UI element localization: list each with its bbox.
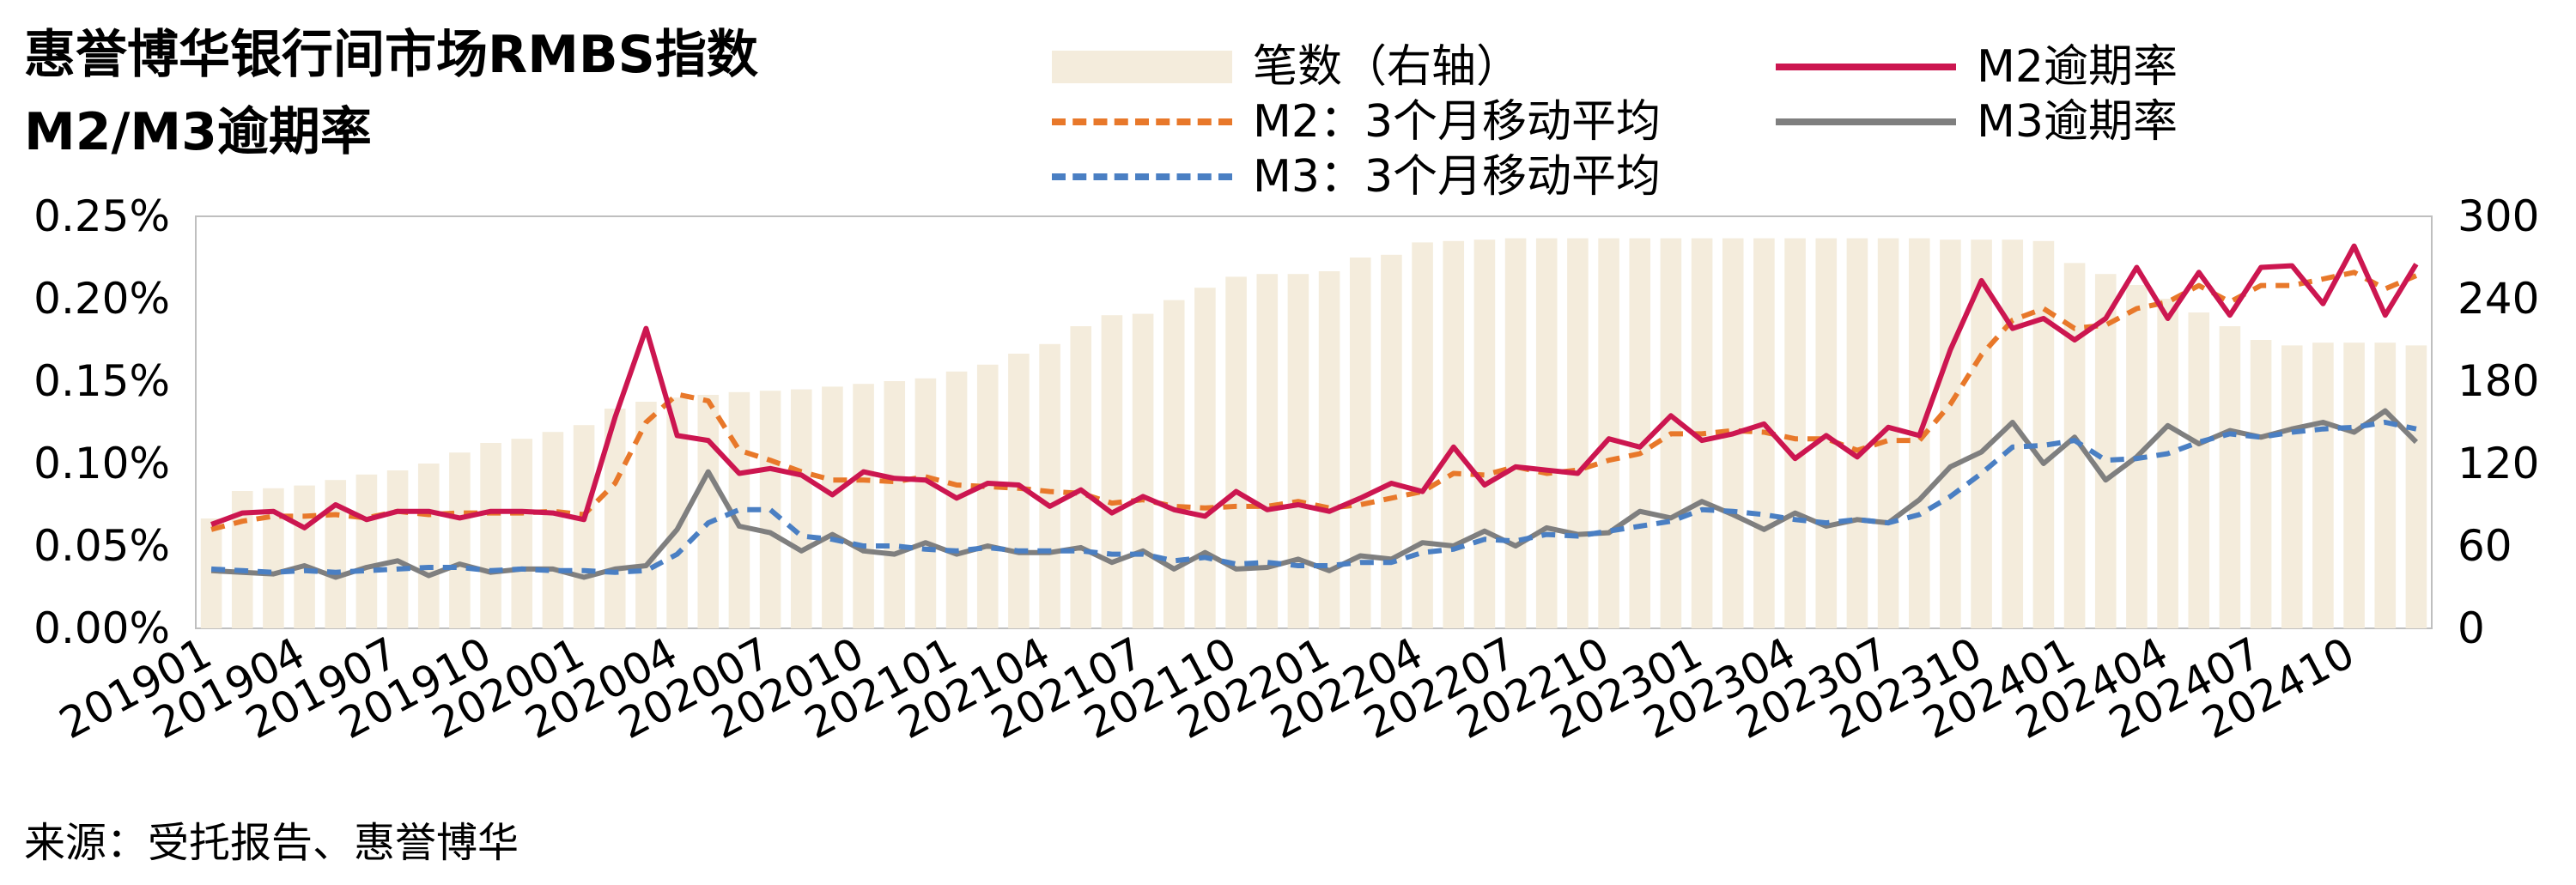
bar-count: [480, 443, 501, 628]
y-right-tick-label: 60: [2458, 521, 2512, 571]
bar-count: [1504, 238, 1527, 628]
bar-count: [2250, 340, 2272, 628]
legend-swatch-m2: [1776, 64, 1956, 70]
legend-swatch-m3-ma: [1052, 173, 1232, 180]
bar-count: [449, 452, 471, 628]
bar-count: [1318, 271, 1340, 628]
y-left-tick-label: 0.25%: [33, 191, 170, 241]
legend-label-m3-ma: M3：3个月移动平均: [1253, 151, 1662, 203]
bar-count: [822, 386, 843, 628]
y-left-tick-label: 0.15%: [33, 356, 170, 406]
legend-label-m2: M2逾期率: [1977, 41, 2178, 93]
bar-count: [2312, 342, 2334, 628]
bar-count: [1846, 238, 1868, 628]
bar-count: [294, 485, 315, 628]
bar-count: [1473, 239, 1496, 628]
bar-count: [1567, 238, 1589, 628]
bar-count: [853, 384, 874, 628]
y-right-tick-label: 300: [2458, 191, 2539, 241]
bar-count: [2343, 342, 2365, 628]
y-left-tick-label: 0.05%: [33, 521, 170, 571]
chart-title-line2: M2/M3逾期率: [24, 102, 372, 162]
bar-count: [884, 381, 906, 628]
bar-count: [1101, 315, 1123, 628]
bar-count: [2032, 240, 2055, 628]
bar-count: [1443, 240, 1465, 628]
bar-count: [1535, 238, 1558, 628]
bar-count: [1070, 326, 1092, 628]
bar-count: [355, 474, 378, 628]
bar-count: [697, 395, 720, 628]
bar-count: [2405, 345, 2427, 628]
line-m3: [210, 408, 2419, 580]
bar-count: [976, 364, 999, 628]
y-left-tick-label: 0.00%: [33, 603, 170, 653]
bar-count: [542, 432, 564, 628]
bar-count: [1225, 276, 1247, 628]
legend-item-m3: M3逾期率: [1776, 100, 2178, 144]
legend-item-count: 笔数（右轴）: [1052, 45, 1521, 89]
line-m2: [210, 243, 2419, 530]
bar-count: [2188, 312, 2210, 628]
bar-count: [573, 425, 595, 628]
legend-item-m2-ma: M2：3个月移动平均: [1052, 100, 1661, 144]
bar-count: [2157, 299, 2178, 628]
legend-label-count: 笔数（右轴）: [1253, 41, 1522, 93]
bar-count: [1940, 239, 1961, 628]
bar-count: [511, 439, 533, 628]
y-left-tick-label: 0.20%: [33, 274, 170, 324]
legend-swatch-count: [1052, 51, 1232, 83]
y-right-tick-label: 120: [2458, 439, 2539, 488]
y-right-tick-label: 180: [2458, 356, 2539, 406]
source-note: 来源：受托报告、惠誉博华: [24, 819, 519, 867]
bar-count: [417, 464, 440, 628]
y-left-tick-label: 0.10%: [33, 439, 170, 488]
bar-count: [1163, 300, 1185, 628]
bar-count: [759, 391, 781, 628]
bar-count: [2219, 326, 2241, 628]
bar-count: [1412, 242, 1433, 628]
bar-count: [1381, 254, 1402, 628]
bar-count: [1132, 313, 1154, 628]
bar-count: [1194, 288, 1216, 628]
bar-count: [2374, 342, 2397, 628]
legend-label-m3: M3逾期率: [1977, 96, 2178, 148]
legend-item-m2: M2逾期率: [1776, 45, 2178, 89]
legend-label-m2-ma: M2：3个月移动平均: [1253, 96, 1662, 148]
bar-count: [790, 389, 812, 628]
bar-count: [1784, 238, 1806, 628]
bar-count: [1598, 238, 1619, 628]
y-right-tick-label: 240: [2458, 274, 2539, 324]
bar-count: [1349, 258, 1371, 628]
line-m2-ma: [210, 270, 2418, 532]
legend-swatch-m2-ma: [1052, 118, 1232, 125]
legend-swatch-m3: [1776, 118, 1956, 125]
bar-count: [2094, 274, 2117, 628]
bar-count: [1039, 343, 1060, 628]
plot-area-border: [195, 215, 2433, 629]
bar-count: [1256, 274, 1279, 628]
chart-title-line1: 惠誉博华银行间市场RMBS指数: [24, 25, 758, 85]
y-right-tick-label: 0: [2458, 603, 2485, 653]
bar-count: [914, 378, 937, 628]
bar-count: [1629, 238, 1651, 628]
bar-count: [2281, 345, 2303, 628]
legend-item-m3-ma: M3：3个月移动平均: [1052, 155, 1661, 199]
bar-count: [1287, 274, 1309, 628]
bar-count: [386, 470, 409, 628]
bar-count: [1971, 239, 1992, 628]
line-m3-ma: [210, 420, 2417, 575]
